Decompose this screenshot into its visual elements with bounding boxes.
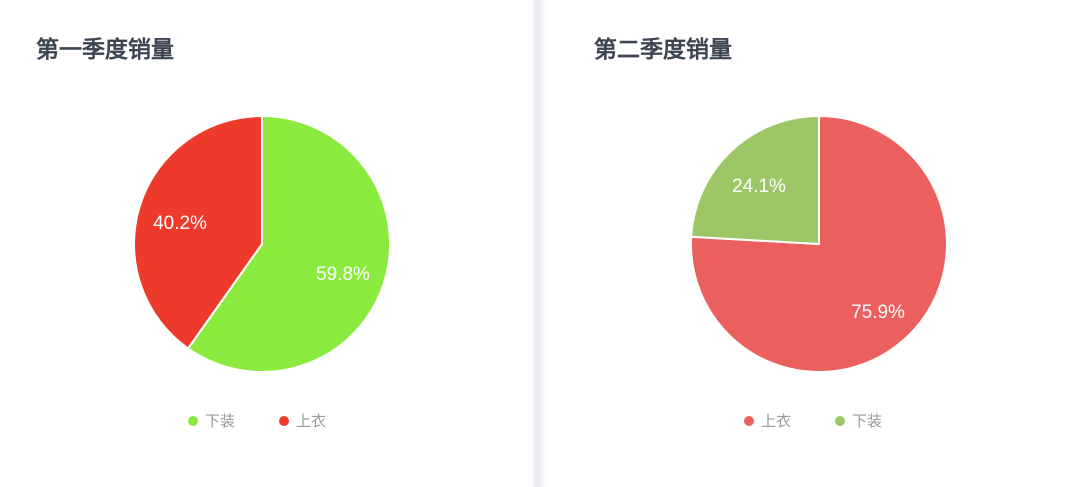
svg-text:24.1%: 24.1% (732, 176, 786, 197)
svg-text:59.8%: 59.8% (316, 264, 370, 285)
svg-text:40.2%: 40.2% (153, 213, 207, 234)
svg-text:75.9%: 75.9% (851, 302, 905, 323)
